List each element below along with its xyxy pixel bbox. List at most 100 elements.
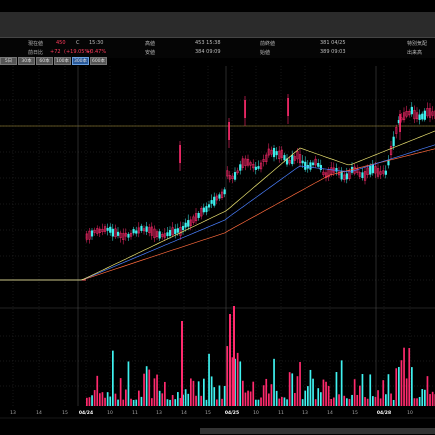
- volume-bar-132: [429, 394, 431, 406]
- open-label: 始値: [260, 50, 271, 56]
- candle-body-67: [259, 162, 263, 170]
- volume-bar-31: [166, 399, 169, 406]
- prev-label: 前日比: [28, 50, 44, 56]
- volume-bar-68: [262, 385, 265, 406]
- volume-bar-37: [182, 394, 184, 406]
- candle-body-62: [246, 158, 250, 166]
- volume-bar-5: [99, 393, 101, 406]
- candle-body-11: [114, 228, 117, 238]
- candle-body-58: [236, 170, 239, 174]
- volume-bar-17: [130, 398, 132, 406]
- candle-body-13: [119, 232, 122, 238]
- volume-bar-120: [398, 366, 400, 406]
- volume-bar-54: [226, 346, 229, 406]
- range-button-4[interactable]: 300本: [72, 57, 89, 65]
- volume-bar-52: [221, 398, 223, 406]
- x-tick-label-12: 13: [302, 410, 308, 416]
- volume-bar-53: [223, 385, 226, 406]
- range-button-5[interactable]: 600本: [90, 57, 107, 65]
- volume-bar-11: [114, 393, 117, 406]
- volume-bar-82: [299, 362, 301, 406]
- range-button-1[interactable]: 30本: [18, 57, 35, 65]
- change-pct: (+19.05%): [64, 49, 92, 55]
- candle-body-59: [239, 164, 242, 171]
- candle-body-8: [106, 227, 109, 231]
- volume-bar-38: [184, 389, 187, 406]
- spike-body-4: [399, 114, 401, 132]
- volume-bar-86: [309, 369, 312, 406]
- horizontal-scrollbar[interactable]: [200, 428, 435, 434]
- change-pct2: +0.47%: [86, 49, 107, 55]
- volume-bar-105: [359, 385, 361, 406]
- candle-body-6: [101, 228, 104, 232]
- volume-bar-92: [325, 381, 327, 406]
- x-tick-label-0: 13: [10, 410, 16, 416]
- candle-body-119: [395, 127, 398, 134]
- candle-body-4: [96, 228, 99, 234]
- candle-body-125: [410, 106, 413, 115]
- candle-body-89: [317, 163, 320, 167]
- volume-bar-73: [275, 390, 278, 406]
- volume-spike-0: [229, 314, 231, 406]
- x-tick-label-1: 14: [36, 410, 42, 416]
- volume-bar-15: [125, 389, 127, 406]
- volume-bar-130: [424, 389, 426, 406]
- candle-body-53: [223, 189, 226, 195]
- volume-bar-99: [343, 395, 346, 406]
- volume-bar-97: [338, 394, 340, 406]
- range-button-0[interactable]: 5日: [0, 57, 17, 65]
- candle-body-106: [361, 172, 364, 178]
- candle-body-38: [184, 222, 187, 228]
- candle-body-65: [254, 166, 257, 170]
- candle-body-57: [233, 172, 237, 180]
- price-chart: 13 14 15 04/24 10 11 13 14 15 04/25 10 11 13 14 15 04/2…: [0, 66, 435, 419]
- volume-bar-8: [106, 392, 109, 406]
- candle-body-75: [280, 149, 283, 158]
- x-tick-label-16: 10: [407, 410, 413, 416]
- range-button-3[interactable]: 100本: [54, 57, 71, 65]
- volume-bar-113: [379, 398, 382, 406]
- volume-bar-76: [283, 397, 286, 406]
- volume-bar-9: [109, 396, 112, 406]
- volume-bar-89: [317, 388, 320, 406]
- volume-bar-6: [101, 392, 104, 406]
- volume-bar-2: [91, 395, 93, 406]
- candle-body-91: [322, 171, 325, 175]
- candle-body-55: [228, 175, 231, 180]
- candle-body-70: [267, 148, 270, 156]
- volume-bar-35: [177, 392, 179, 406]
- volume-bar-123: [405, 378, 408, 406]
- volume-bar-94: [330, 398, 333, 406]
- volume-bar-64: [252, 381, 255, 406]
- candle-body-100: [345, 173, 348, 180]
- prev-close-label: 前終値: [260, 41, 276, 47]
- volume-bar-72: [273, 358, 275, 406]
- volume-bar-104: [356, 394, 359, 406]
- spike-body-3: [287, 98, 289, 116]
- candle-body-40: [189, 219, 192, 227]
- candle-body-128: [418, 114, 421, 120]
- window-top-bar: [0, 0, 435, 10]
- volume-bar-7: [104, 397, 106, 406]
- candle-body-122: [402, 112, 406, 121]
- volume-bar-116: [387, 374, 390, 406]
- candle-body-101: [348, 170, 351, 179]
- candle-body-96: [335, 168, 338, 172]
- volume-bar-119: [395, 368, 398, 406]
- candle-body-50: [215, 195, 218, 201]
- volume-bar-106: [361, 374, 364, 406]
- candle-body-25: [150, 226, 153, 236]
- candle-body-92: [324, 172, 328, 179]
- candle-body-1: [88, 230, 91, 240]
- candle-body-113: [379, 171, 382, 175]
- range-button-2[interactable]: 60本: [36, 57, 53, 65]
- volume-bar-85: [307, 386, 309, 406]
- candle-body-110: [371, 163, 374, 174]
- volume-bar-56: [231, 357, 234, 406]
- volume-bar-84: [304, 390, 307, 406]
- candle-body-68: [262, 159, 265, 162]
- volume-bar-26: [153, 378, 156, 406]
- candle-body-34: [174, 228, 177, 235]
- volume-bar-46: [205, 399, 208, 406]
- volume-bar-75: [281, 396, 283, 406]
